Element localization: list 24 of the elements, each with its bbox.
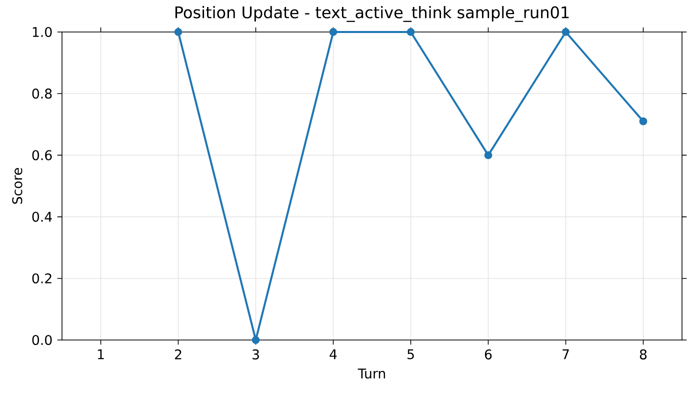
x-tick-label: 1: [98, 349, 104, 360]
x-tick-label: 8: [640, 349, 647, 360]
point: [406, 28, 415, 36]
y-tick-label: 0.6: [32, 150, 52, 160]
point: [329, 28, 338, 36]
point: [484, 151, 492, 160]
x-tick-label: 4: [330, 349, 337, 360]
point: [639, 117, 648, 126]
x-tick-label: 2: [174, 349, 182, 360]
x-tick-label: 5: [408, 349, 414, 360]
x-tick-label: 6: [484, 349, 492, 360]
y-axis-title: Score: [12, 168, 22, 204]
y-tick-label: 1.0: [32, 26, 52, 38]
x-axis-title: Turn: [358, 368, 386, 379]
y-tick-label: 0.8: [32, 88, 52, 99]
y-tick-label: 0.4: [32, 212, 52, 222]
point: [174, 28, 182, 36]
y-tick-label: 0.0: [32, 334, 52, 346]
x-tick-label: 3: [252, 349, 259, 360]
point: [252, 336, 260, 344]
x-tick-label: 7: [562, 349, 569, 360]
y-tick-label: 0.2: [32, 273, 52, 284]
point: [562, 28, 570, 36]
chart-title: Position Update - text_active_think sample_run01: [175, 6, 569, 22]
